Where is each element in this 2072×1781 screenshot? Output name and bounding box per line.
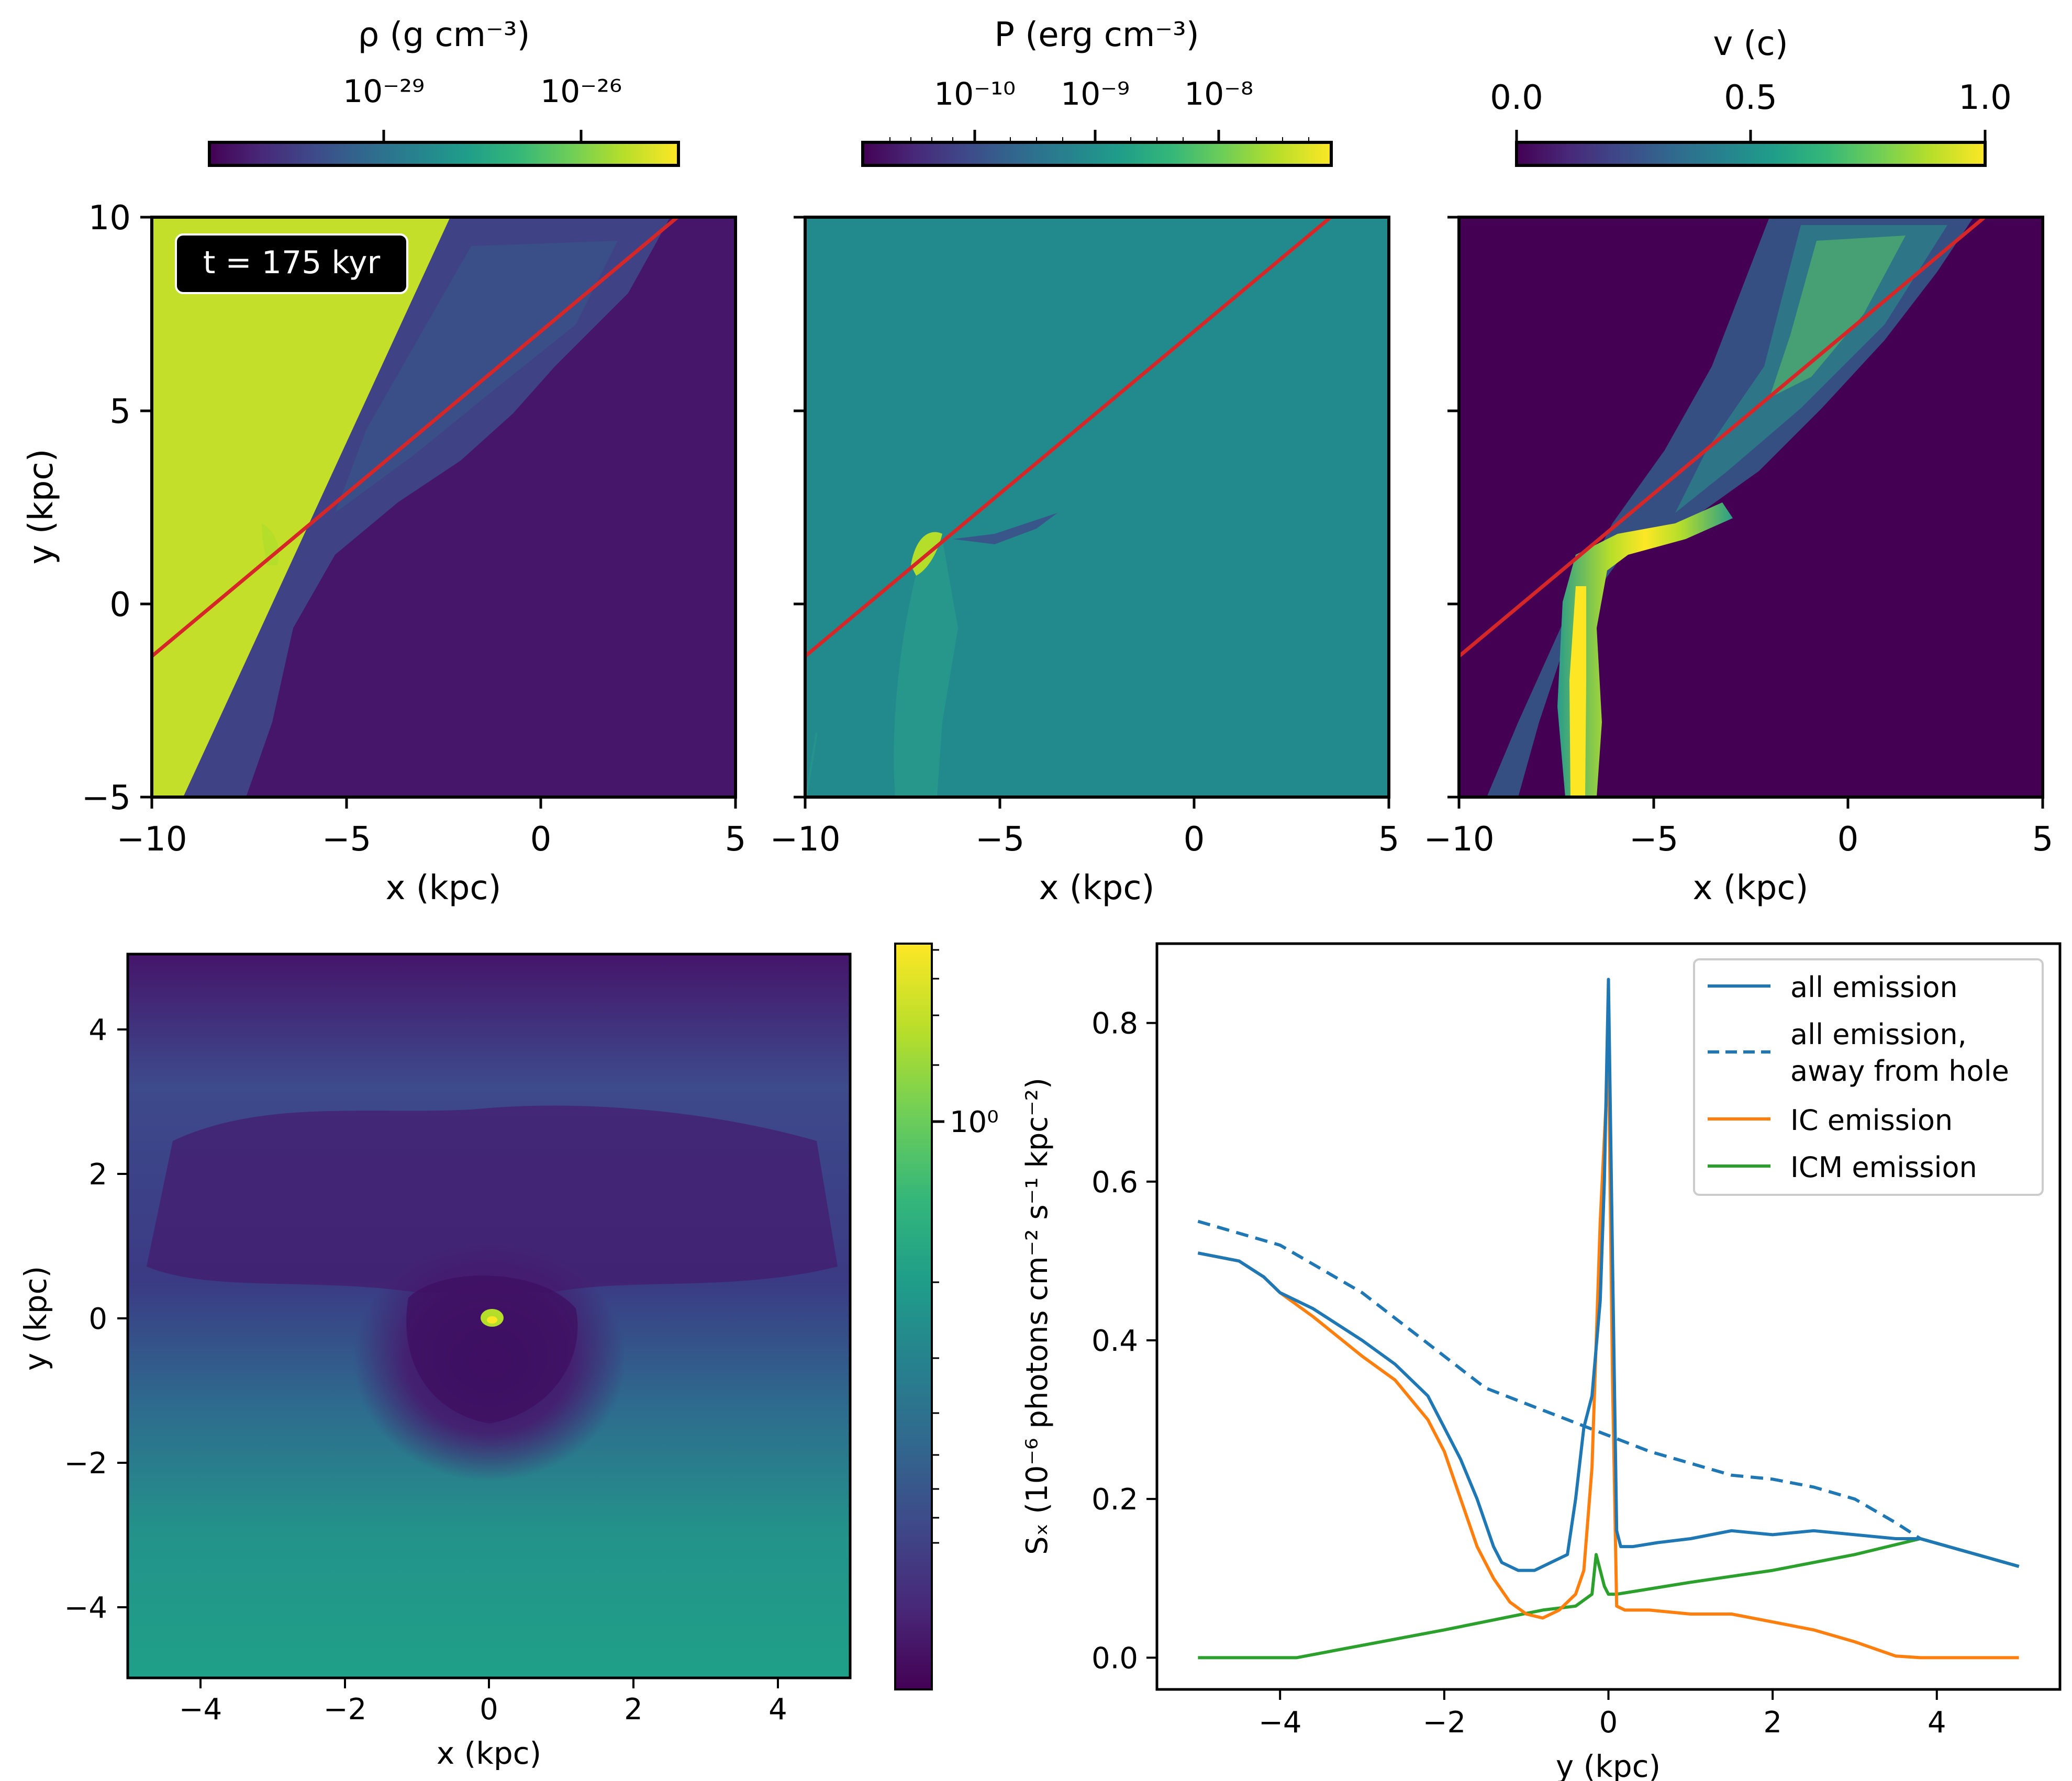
velocity-colorbar: v (c) 0.0 0.5 1.0	[1490, 25, 2012, 167]
legend-label-away-from-hole: all emission, away from hole	[1790, 1018, 2009, 1088]
y-tick-label: 4	[88, 1013, 107, 1047]
x-tick-label: 5	[2032, 820, 2054, 859]
chart-y-tick-label: 0.0	[1091, 1641, 1138, 1675]
velocity-cocoon-region	[1487, 217, 1974, 797]
velocity-colorbar-label: v (c)	[1713, 25, 1788, 63]
chart-x-tick-label: 0	[1599, 1706, 1618, 1740]
chart-y-tick-label: 0.4	[1091, 1324, 1138, 1358]
legend-label-all-emission: all emission	[1790, 971, 1958, 1004]
x-tick-label: 0	[1184, 820, 1205, 859]
profile-chart: −4 −2 0 2 4 0.0 0.2 0.4 0.6 0.8 y (kpc) Sₓ (10⁻⁶ …	[1020, 942, 2062, 1781]
pressure-tick-label: 10⁻⁸	[1184, 76, 1253, 113]
map-colorbar-tick-label: 10⁰	[950, 1105, 999, 1139]
pressure-colorbar: P (erg cm⁻³) 10⁻¹⁰ 10⁻⁹ 10⁻⁸	[861, 16, 1333, 167]
x-axis-label: x (kpc)	[1039, 869, 1154, 908]
density-colorbar: ρ (g cm⁻³) 10⁻²⁹ 10⁻²⁶	[208, 16, 680, 167]
pressure-tick-label: 10⁻¹⁰	[934, 76, 1016, 113]
chart-legend: all emission all emission, away from hole…	[1693, 958, 2044, 1196]
density-cocoon-region	[183, 217, 670, 797]
chart-y-axis-label: Sₓ (10⁻⁶ photons cm⁻² s⁻¹ kpc⁻²)	[1020, 1078, 1054, 1555]
xray-map-panel: −4 −2 0 2 4 4 2 0 −2 −4 x (kpc) y (kpc)	[18, 953, 852, 1771]
pressure-colorbar-label: P (erg cm⁻³)	[994, 16, 1199, 54]
chart-x-axis-label: y (kpc)	[1556, 1749, 1661, 1781]
chart-y-tick-label: 0.6	[1091, 1166, 1138, 1200]
x-tick-label: −10	[770, 820, 840, 859]
pressure-panel: −10 −5 0 5 x (kpc)	[770, 216, 1400, 908]
velocity-panel: −10 −5 0 5 x (kpc)	[1423, 216, 2054, 908]
series-icm-emission	[1198, 1537, 2020, 1660]
velocity-tick-label: 0.0	[1490, 79, 1543, 117]
x-tick-label: −4	[179, 1693, 222, 1727]
x-tick-label: 5	[1378, 820, 1400, 859]
density-tick-label: 10⁻²⁹	[343, 73, 425, 110]
chart-lines	[1197, 978, 2020, 1660]
pressure-reference-line	[805, 217, 1332, 658]
y-tick-label: −2	[64, 1447, 107, 1481]
x-tick-label: −5	[1629, 820, 1678, 859]
time-label: t = 175 kyr	[203, 244, 381, 281]
series-all-emission-away-from-hole	[1197, 1219, 2020, 1568]
x-tick-label: −10	[1423, 820, 1494, 859]
legend-label-ic-emission: IC emission	[1790, 1104, 1953, 1137]
density-colorbar-label: ρ (g cm⁻³)	[358, 16, 530, 54]
y-axis-label: y (kpc)	[22, 449, 61, 564]
x-tick-label: −10	[116, 820, 187, 859]
x-tick-label: 0	[530, 820, 552, 859]
x-tick-label: 0	[1837, 820, 1859, 859]
y-tick-label: 0	[109, 586, 131, 624]
x-axis-label: x (kpc)	[385, 869, 501, 908]
legend-label-icm-emission: ICM emission	[1790, 1151, 1977, 1184]
density-dense-gas-region	[152, 217, 450, 797]
y-axis-label: y (kpc)	[18, 1266, 53, 1371]
chart-y-tick-label: 0.8	[1091, 1007, 1138, 1041]
x-tick-label: 2	[624, 1693, 643, 1727]
chart-x-tick-label: −2	[1423, 1706, 1466, 1740]
y-tick-label: 0	[88, 1302, 107, 1336]
series-all-emission	[1197, 978, 2020, 1572]
velocity-tick-label: 1.0	[1958, 79, 2012, 117]
density-reference-line	[152, 217, 679, 658]
map-colorbar: 10⁰	[894, 943, 999, 1690]
x-tick-label: 0	[480, 1693, 498, 1727]
time-label-box	[175, 233, 408, 294]
x-axis-label: x (kpc)	[1692, 869, 1808, 908]
x-tick-label: −5	[975, 820, 1024, 859]
y-tick-label: −4	[64, 1591, 107, 1625]
velocity-tick-label: 0.5	[1724, 79, 1777, 117]
density-panel: t = 175 kyr −10 −5 0 5 10 5 0 −5 x (kpc)…	[22, 199, 746, 908]
velocity-reference-line	[1459, 217, 1986, 658]
x-tick-label: 5	[725, 820, 747, 859]
chart-x-tick-label: 2	[1763, 1706, 1782, 1740]
x-axis-label: x (kpc)	[437, 1735, 541, 1771]
y-tick-label: 10	[88, 199, 131, 238]
chart-y-tick-label: 0.2	[1091, 1483, 1138, 1517]
y-tick-label: 5	[109, 393, 131, 431]
y-tick-label: −5	[82, 779, 131, 817]
y-tick-label: 2	[88, 1158, 107, 1192]
pressure-tick-label: 10⁻⁹	[1061, 76, 1130, 113]
x-tick-label: −2	[324, 1693, 367, 1727]
chart-x-tick-label: 4	[1928, 1706, 1946, 1740]
chart-ticks: −4 −2 0 2 4 0.0 0.2 0.4 0.6 0.8	[1091, 1007, 1946, 1740]
velocity-jet	[1557, 502, 1733, 797]
density-tick-label: 10⁻²⁶	[540, 73, 622, 110]
x-tick-label: −5	[322, 820, 371, 859]
x-tick-label: 4	[768, 1693, 787, 1727]
chart-x-tick-label: −4	[1258, 1706, 1302, 1740]
series-ic-emission	[1197, 1053, 2019, 1660]
